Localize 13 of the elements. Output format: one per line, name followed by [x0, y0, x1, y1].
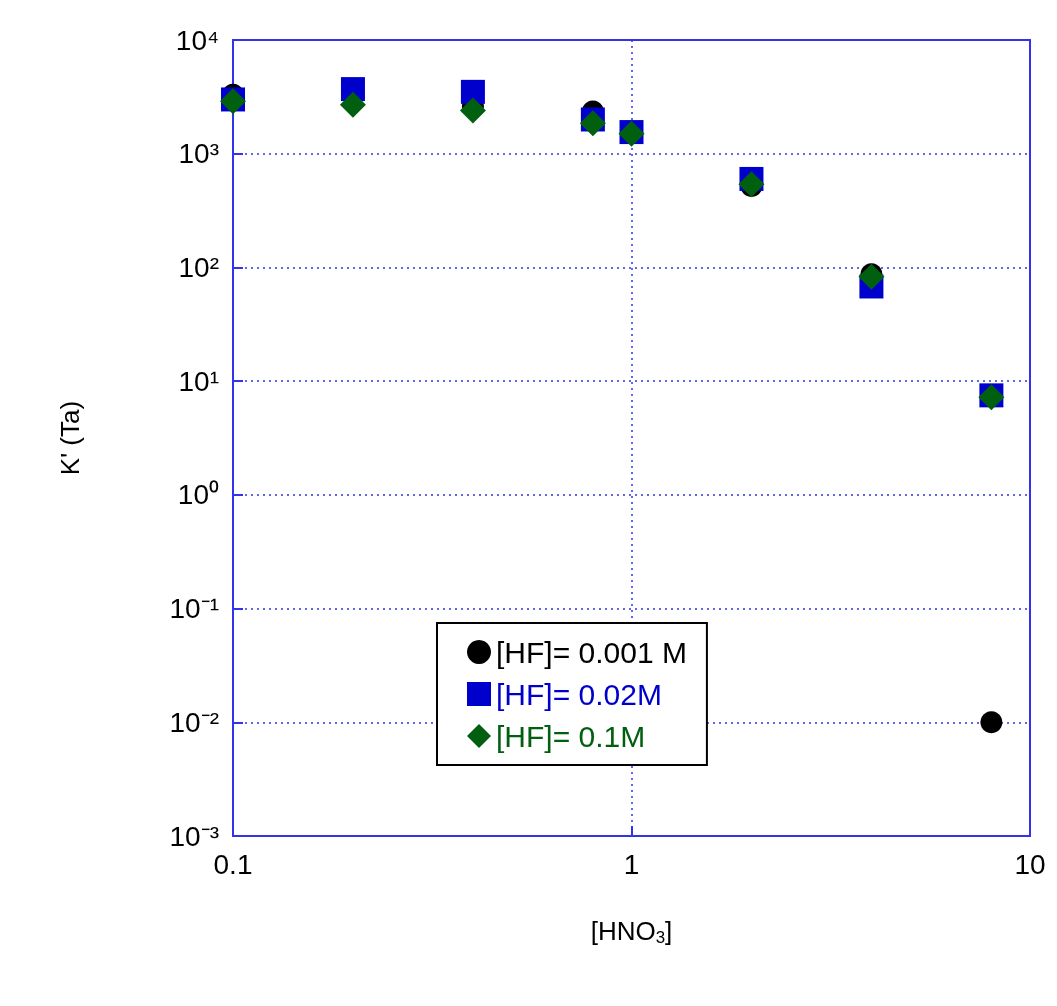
- y-tick-label: 10²: [178, 251, 219, 283]
- y-tick-label: 10⁴: [175, 24, 219, 56]
- legend-label: [HF]= 0.1M: [496, 719, 646, 753]
- y-tick-label: 10³: [178, 138, 219, 170]
- y-axis-title: K' (Ta): [55, 400, 85, 476]
- legend-label: [HF]= 0.001 M: [496, 635, 687, 669]
- legend-label: [HF]= 0.02M: [496, 677, 662, 711]
- x-tick-label: 1: [623, 848, 640, 880]
- y-tick-label: 10⁰: [177, 479, 219, 511]
- y-tick-label: 10⁻¹: [169, 593, 219, 625]
- x-tick-label: 10: [1014, 848, 1046, 880]
- y-tick-label: 10¹: [178, 365, 219, 397]
- y-tick-label: 10⁻²: [169, 706, 219, 738]
